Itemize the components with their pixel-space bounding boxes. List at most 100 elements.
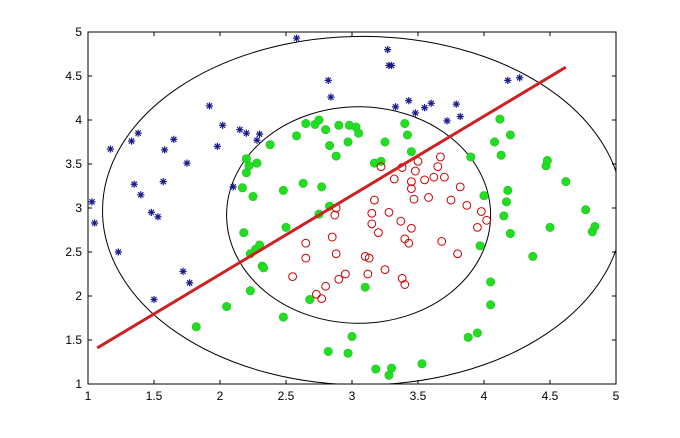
asterisk-point	[134, 129, 142, 137]
open-circle-point	[360, 252, 370, 261]
asterisk-point	[170, 135, 178, 143]
asterisk-point	[327, 93, 335, 101]
filled-circle-point	[314, 115, 324, 125]
open-circle-point	[330, 210, 340, 220]
boundary-ellipse-1	[102, 35, 616, 384]
open-circle-point	[367, 219, 377, 229]
open-circle-point	[311, 289, 321, 299]
open-circle-point	[404, 238, 414, 248]
asterisk-point	[427, 99, 435, 107]
asterisk-point	[219, 121, 227, 129]
separating-line	[96, 65, 567, 350]
open-circle-point	[453, 249, 463, 259]
filled-circle-point	[292, 131, 302, 141]
asterisk-point	[205, 102, 214, 110]
filled-circle-point	[317, 182, 327, 192]
axes: 1 1.5 2 2.5 3 3.5 4 4.5 5 1 1.5 2 2.5 3 3.5 4 4.5 5	[65, 25, 619, 403]
filled-circle-point	[278, 312, 288, 322]
filled-circle-point	[503, 185, 513, 195]
asterisk-point	[292, 34, 301, 42]
filled-circle-point	[347, 331, 357, 341]
filled-circle-point	[265, 140, 275, 150]
asterisk-point	[159, 178, 167, 186]
filled-circle-point	[501, 197, 511, 207]
filled-circle-point	[466, 152, 476, 162]
open-circle-point	[363, 269, 373, 279]
asterisk-point	[179, 267, 187, 275]
filled-circle-point	[305, 295, 315, 305]
y-tick-label: 3.5	[65, 157, 82, 171]
filled-circle-point	[400, 119, 410, 129]
filled-circle-point	[191, 322, 201, 332]
filled-circle-point	[360, 282, 370, 292]
open-circle-point	[476, 207, 486, 216]
filled-circle-point	[581, 205, 591, 215]
regression-line	[96, 65, 567, 350]
open-circle-point	[370, 195, 379, 205]
filled-circle-point	[222, 302, 232, 312]
open-circle-point	[327, 232, 337, 242]
open-circle-point	[407, 223, 416, 233]
asterisk-point	[91, 219, 99, 227]
filled-circle-point	[486, 277, 496, 287]
filled-circle-point	[472, 328, 482, 338]
filled-circle-point	[248, 192, 258, 202]
filled-circle-point	[334, 120, 344, 130]
filled-circle-point	[323, 346, 333, 356]
x-tick-label: 2.5	[278, 389, 295, 403]
asterisk-point	[229, 183, 237, 191]
asterisk-point	[147, 208, 155, 216]
open-circle-point	[407, 177, 416, 187]
y-tick-label: 4.5	[65, 69, 82, 83]
filled-circle-point	[505, 229, 515, 239]
filled-circle-point	[237, 183, 247, 193]
filled-circle-point	[486, 300, 496, 310]
filled-circle-point	[301, 119, 311, 129]
open-circle-point	[424, 193, 433, 202]
filled-circle-point	[252, 158, 262, 168]
boundary-ellipse-2	[226, 106, 492, 324]
filled-circle-point	[406, 147, 416, 157]
x-tick-label: 3	[349, 389, 356, 403]
filled-circle-point	[545, 222, 555, 232]
asterisk-point	[114, 248, 122, 256]
open-circle-point	[321, 281, 331, 291]
open-circle-point	[436, 152, 445, 162]
asterisk-point	[160, 146, 169, 154]
filled-circle-point	[387, 363, 397, 373]
filled-circle-point	[561, 177, 571, 187]
open-circle-point	[420, 175, 430, 185]
asterisk-point	[154, 213, 162, 221]
asterisk-point	[236, 126, 244, 134]
filled-circle-point	[278, 185, 288, 195]
open-circle-point	[301, 253, 311, 263]
asterisk-point	[388, 61, 396, 70]
asterisk-point	[186, 279, 194, 287]
open-circle-point	[437, 237, 447, 246]
asterisk-point	[421, 104, 429, 112]
y-tick-label: 5	[75, 25, 82, 39]
asterisk-point	[384, 46, 392, 54]
filled-circle-point	[331, 151, 341, 161]
filled-circle-point	[239, 228, 249, 238]
open-circle-point	[400, 280, 410, 289]
y-tick-label: 1	[75, 377, 82, 391]
asterisk-point	[130, 180, 138, 188]
asterisk-point	[253, 136, 261, 144]
open-circle-point	[396, 216, 406, 226]
y-tick-label: 2.5	[65, 245, 82, 259]
open-circle-point	[433, 162, 443, 172]
open-circle-point	[455, 182, 465, 192]
data-points	[88, 34, 600, 380]
asterisk-point	[516, 74, 524, 82]
asterisk-point	[106, 145, 115, 153]
open-circle-point	[446, 195, 456, 205]
asterisk-point	[411, 109, 419, 117]
filled-circle-point	[417, 359, 427, 369]
x-tick-label: 2	[217, 389, 224, 403]
open-circle-point	[301, 238, 311, 248]
filled-circle-point	[505, 130, 515, 140]
filled-circle-point	[321, 125, 331, 135]
x-tick-label: 5	[613, 389, 620, 403]
filled-circle-point	[380, 137, 390, 147]
